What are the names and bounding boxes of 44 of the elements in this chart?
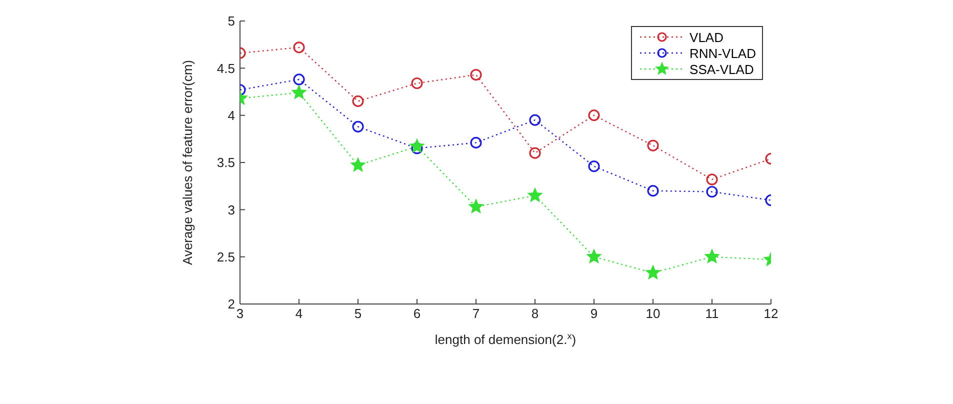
y-tick-label: 3 — [228, 202, 235, 218]
x-axis-title: length of demension(2.$^{x}$) — [434, 331, 576, 347]
legend-label: RNN-VLAD — [690, 46, 756, 60]
point — [529, 147, 541, 159]
point — [704, 249, 720, 263]
point — [352, 120, 364, 132]
y-tick-label: 3.5 — [216, 155, 235, 170]
point — [352, 95, 364, 107]
point — [292, 85, 306, 99]
point — [528, 188, 542, 202]
point — [411, 77, 423, 90]
point — [646, 265, 660, 280]
x-tick-label: 6 — [413, 306, 421, 322]
y-tick-label: 4.5 — [216, 60, 235, 76]
point — [468, 199, 484, 213]
x-tick-label: 9 — [590, 306, 598, 322]
legend-label: SSA-VLAD — [690, 62, 754, 76]
x-tick-label: 4 — [295, 306, 303, 322]
point — [588, 110, 600, 122]
point — [647, 185, 659, 197]
x-tick-label: 7 — [472, 306, 480, 322]
point — [529, 114, 541, 126]
y-axis-title: Average values of feature error(cm) — [180, 60, 195, 265]
point — [410, 138, 424, 153]
point — [470, 136, 482, 148]
x-tick-label: 11 — [705, 306, 719, 322]
x-tick-label: 5 — [354, 306, 362, 322]
point — [470, 68, 482, 81]
y-tick-label: 4 — [228, 108, 235, 123]
x-tick-label: 8 — [531, 306, 539, 322]
point — [706, 174, 718, 186]
y-tick-label: 2.5 — [216, 249, 235, 264]
x-tick-label: 10 — [646, 306, 660, 322]
point — [586, 249, 602, 263]
point — [647, 140, 659, 152]
point — [588, 160, 600, 172]
x-tick-label: 12 — [764, 306, 778, 322]
point — [350, 158, 366, 172]
y-tick-label: 2 — [228, 296, 235, 312]
point — [293, 42, 305, 54]
legend-label: VLAD — [690, 30, 724, 44]
y-tick-label: 5 — [228, 14, 235, 29]
point — [706, 186, 718, 198]
point — [293, 74, 305, 86]
